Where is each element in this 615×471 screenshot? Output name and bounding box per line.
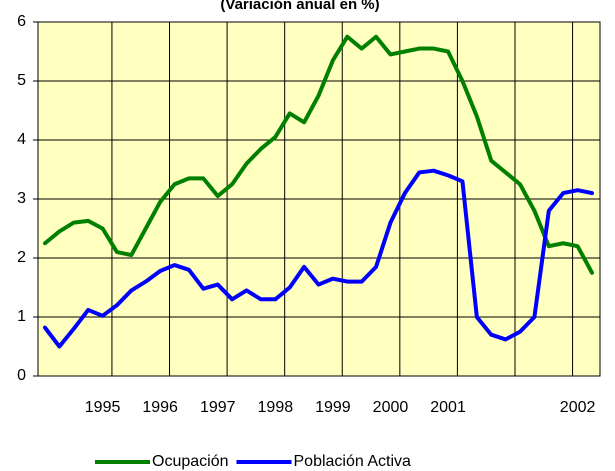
legend-label: Ocupación bbox=[152, 453, 229, 470]
y-tick-label: 5 bbox=[17, 72, 26, 89]
y-tick-label: 3 bbox=[17, 190, 26, 207]
x-tick-label: 1999 bbox=[315, 399, 351, 416]
chart-title: (Variación anual en %) bbox=[220, 0, 379, 13]
x-tick-label: 1997 bbox=[200, 399, 236, 416]
y-tick-label: 2 bbox=[17, 249, 26, 266]
x-tick-label: 2002 bbox=[560, 399, 596, 416]
series-line bbox=[43, 34, 594, 275]
series-line bbox=[43, 168, 594, 349]
y-tick-label: 4 bbox=[17, 131, 26, 148]
y-tick-label: 1 bbox=[17, 308, 26, 325]
y-tick-label: 0 bbox=[17, 367, 26, 384]
y-tick-label: 6 bbox=[17, 13, 26, 30]
x-tick-label: 1996 bbox=[142, 399, 178, 416]
x-tick-label: 2001 bbox=[430, 399, 466, 416]
legend-label: Población Activa bbox=[294, 453, 412, 470]
x-tick-label: 1998 bbox=[258, 399, 294, 416]
x-tick-label: 2000 bbox=[373, 399, 409, 416]
x-tick-label: 1995 bbox=[85, 399, 121, 416]
